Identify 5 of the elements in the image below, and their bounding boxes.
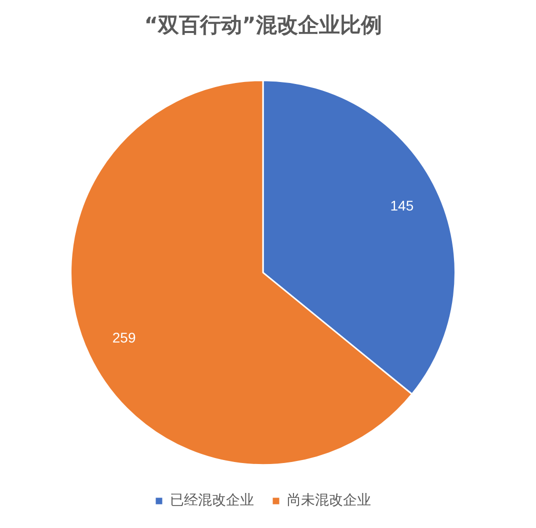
legend-label: 已经混改企业 xyxy=(170,492,254,509)
chart-title: “双百行动”混改企业比例 xyxy=(144,13,382,38)
data-label: 259 xyxy=(112,329,136,346)
data-label: 145 xyxy=(390,198,414,214)
legend-label: 尚未混改企业 xyxy=(287,492,371,509)
